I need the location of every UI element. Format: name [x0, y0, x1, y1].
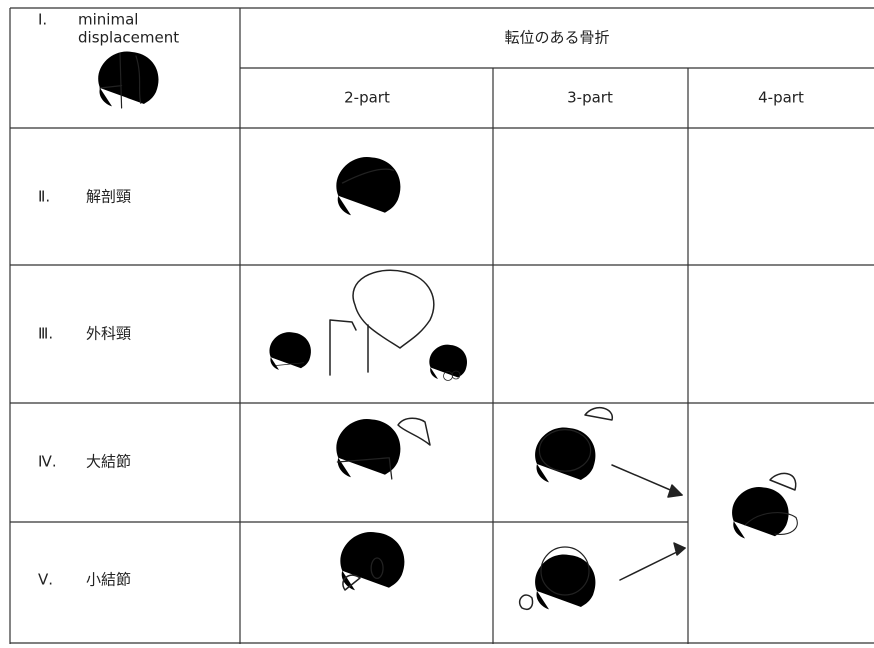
illustrations: [98, 51, 798, 645]
row-numeral: Ⅳ.: [38, 453, 57, 471]
row-label: 小結節: [86, 571, 131, 589]
column-header: 3-part: [567, 89, 613, 107]
row-label: 大結節: [86, 453, 131, 471]
sketch-stroke: [540, 546, 590, 596]
sketch-stroke: [341, 168, 395, 184]
row-label: 解剖頸: [86, 188, 131, 206]
sketch-stroke: [732, 487, 798, 572]
sketch-stroke: [535, 427, 596, 518]
sketch-stroke: [429, 344, 468, 401]
row-numeral: Ⅱ.: [38, 188, 50, 206]
sketch-stroke: [336, 457, 393, 480]
sketch-stroke: [535, 546, 596, 645]
sketch-stroke: [99, 52, 142, 109]
sketch-stroke: [538, 428, 592, 472]
sketch-stroke: [518, 594, 534, 610]
sketch-stroke: [342, 574, 361, 591]
sketch-stroke: [269, 332, 311, 395]
table-grid: [9, 7, 874, 644]
sketch-stroke: [667, 484, 686, 556]
sketch-stroke: [397, 417, 431, 446]
sketch-stroke: [275, 362, 305, 366]
sketch-stroke: [340, 531, 405, 628]
sketch-stroke: [336, 156, 401, 253]
sketch-stroke: [443, 371, 453, 381]
sketch-stroke: [732, 487, 789, 572]
row-numeral: Ⅲ.: [38, 325, 53, 343]
sketch-stroke: [584, 406, 613, 421]
sketch-stroke: [744, 512, 798, 535]
row-numeral: Ⅰ.: [38, 11, 47, 29]
sketch-stroke: [98, 51, 159, 142]
sketch-stroke: [535, 554, 596, 645]
column-header: 2-part: [344, 89, 390, 107]
row-label: minimal: [78, 11, 138, 29]
sketch-stroke: [269, 332, 311, 395]
column-header: 4-part: [758, 89, 804, 107]
sketch-stroke: [370, 557, 384, 580]
sketch-stroke: [429, 344, 468, 401]
sketch-stroke: [451, 370, 461, 380]
sketch-stroke: [336, 156, 401, 253]
row-label: 外科頸: [86, 325, 131, 343]
sketch-stroke: [769, 472, 797, 491]
header-title: 転位のある骨折: [504, 29, 609, 47]
row-numeral: Ⅴ.: [38, 571, 53, 589]
sketch-stroke: [329, 319, 369, 376]
sketch-stroke: [340, 531, 405, 628]
sketch-stroke: [535, 427, 596, 518]
row-label: displacement: [78, 29, 179, 47]
sketch-stroke: [352, 269, 435, 349]
sketch-stroke: [336, 418, 401, 515]
